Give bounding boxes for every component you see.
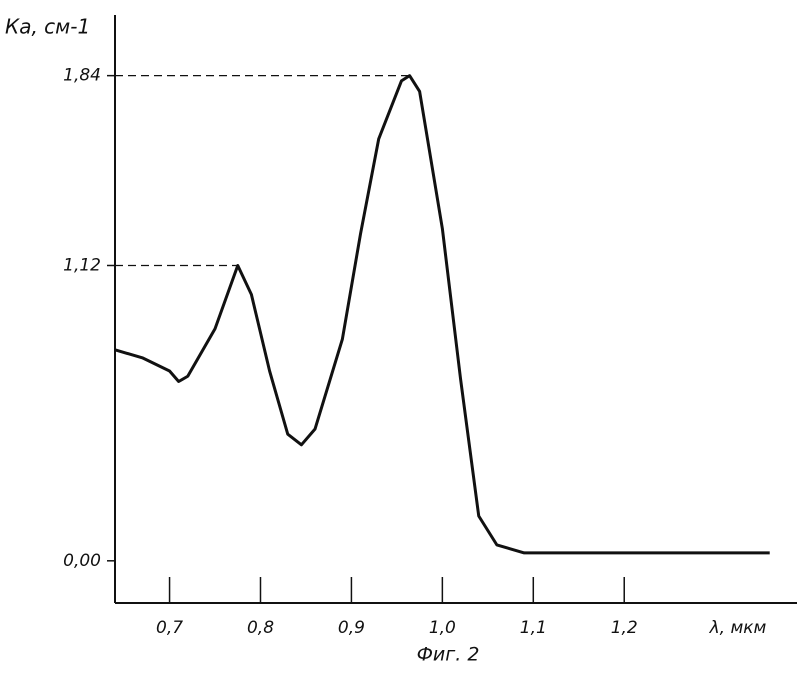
x-tick-label: 0,7	[156, 618, 183, 638]
y-axis-label: Ка, см-1	[5, 15, 90, 39]
y-tick-label: 1,12	[63, 255, 101, 275]
chart: Ка, см-1 Фиг. 2 λ, мкм 0,00 1,12 1,84 0,7 0,…	[0, 0, 800, 681]
x-tick-label: 0,9	[338, 618, 365, 638]
y-tick-label: 1,84	[63, 66, 101, 86]
x-tick-label: 1,0	[429, 618, 456, 638]
caption: Фиг. 2	[417, 644, 480, 666]
y-tick-label: 0,00	[63, 551, 101, 571]
x-tick-label: 1,1	[520, 618, 547, 638]
x-axis-label: λ, мкм	[709, 618, 767, 638]
x-tick-label: 0,8	[247, 618, 274, 638]
data-line	[115, 76, 770, 553]
x-tick-label: 1,2	[611, 618, 638, 638]
